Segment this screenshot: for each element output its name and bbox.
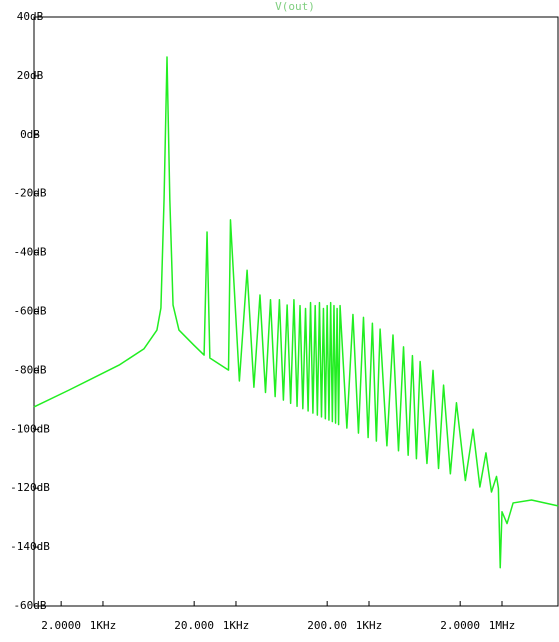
y-tick-label: -120dB [10, 481, 50, 494]
trace-line [33, 56, 559, 569]
y-tick-label: -20dB [13, 187, 46, 200]
y-tick-label: -100dB [10, 422, 50, 435]
x-tick-label: 2.0000 [440, 619, 480, 632]
x-tick-label: 1MHz [489, 619, 516, 632]
y-tick-label: -80dB [13, 363, 46, 376]
x-tick-label: 2.0000 [41, 619, 81, 632]
y-tick-label: 0dB [20, 128, 40, 141]
trace-label: V(out) [275, 0, 315, 13]
plot-frame [33, 16, 559, 607]
x-tick-label: 1KHz [90, 619, 117, 632]
y-tick-label: 20dB [17, 69, 44, 82]
y-tick-label: -140dB [10, 540, 50, 553]
x-tick-label: 1KHz [356, 619, 383, 632]
y-tick-label: -40dB [13, 246, 46, 259]
x-tick-label: 20.000 [174, 619, 214, 632]
y-tick-label: 40dB [17, 10, 44, 23]
y-tick-label: -60dB [13, 599, 46, 612]
x-tick-label: 1KHz [223, 619, 250, 632]
y-tick-label: -60dB [13, 305, 46, 318]
x-tick-label: 200.00 [307, 619, 347, 632]
